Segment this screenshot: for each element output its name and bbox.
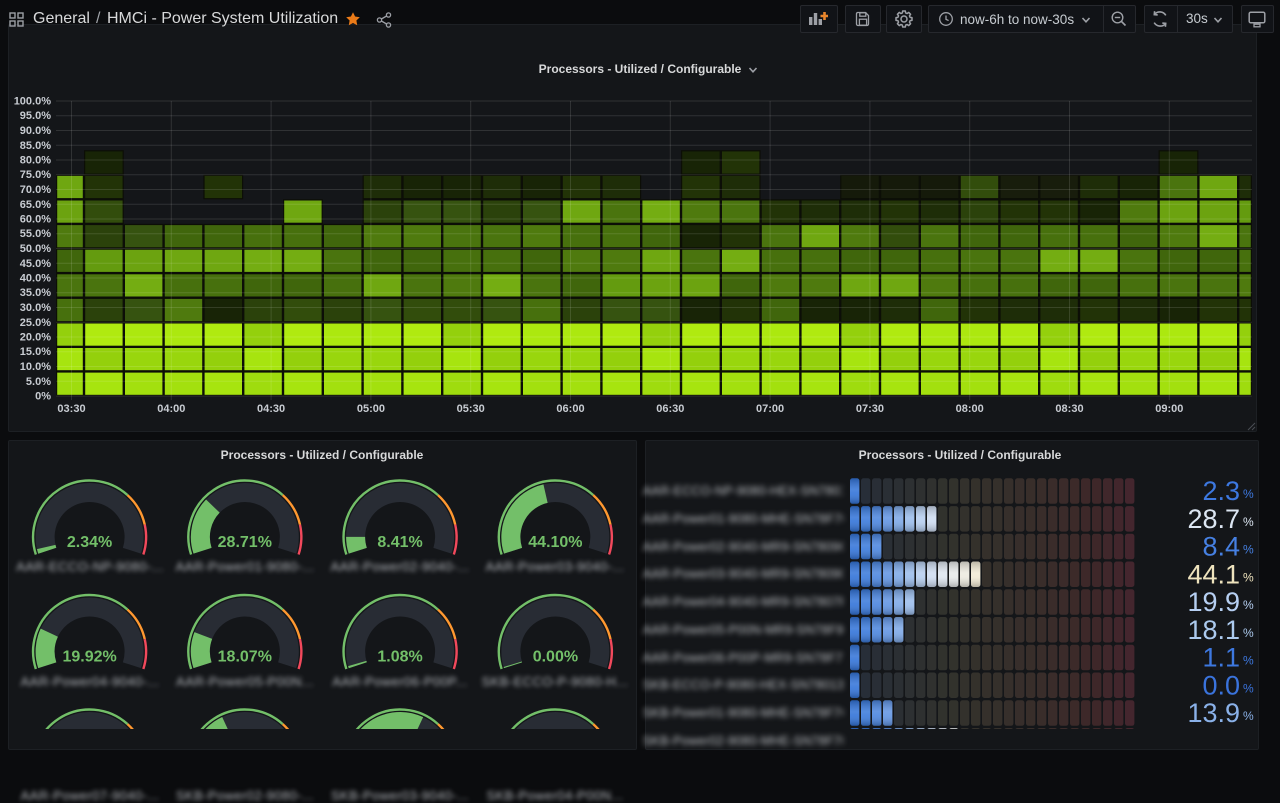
svg-text:38.3: 38.3 bbox=[1187, 726, 1240, 729]
svg-text:85.0%: 85.0% bbox=[20, 140, 51, 152]
svg-text:5.0%: 5.0% bbox=[26, 376, 51, 388]
svg-text:%: % bbox=[1243, 598, 1254, 612]
svg-text:44.1: 44.1 bbox=[1187, 559, 1240, 589]
svg-text:100.0%: 100.0% bbox=[14, 96, 52, 108]
svg-text:04:00: 04:00 bbox=[157, 403, 185, 415]
svg-text:30.0%: 30.0% bbox=[20, 302, 51, 314]
svg-text:80.0%: 80.0% bbox=[20, 155, 51, 167]
svg-text:06:30: 06:30 bbox=[656, 403, 684, 415]
svg-text:%: % bbox=[1243, 515, 1254, 529]
svg-text:25.0%: 25.0% bbox=[20, 317, 51, 329]
svg-text:%: % bbox=[1243, 654, 1254, 668]
svg-text:03:30: 03:30 bbox=[57, 403, 85, 415]
svg-text:40.0%: 40.0% bbox=[20, 273, 51, 285]
svg-text:0%: 0% bbox=[35, 391, 51, 403]
svg-text:19.92%: 19.92% bbox=[62, 649, 116, 666]
svg-text:45.0%: 45.0% bbox=[20, 258, 51, 270]
svg-text:%: % bbox=[1243, 709, 1254, 723]
svg-text:95.0%: 95.0% bbox=[20, 110, 51, 122]
svg-text:07:00: 07:00 bbox=[756, 403, 784, 415]
svg-text:%: % bbox=[1243, 626, 1254, 640]
svg-text:1.1: 1.1 bbox=[1202, 643, 1240, 673]
svg-text:%: % bbox=[1243, 681, 1254, 695]
svg-text:2.3: 2.3 bbox=[1202, 476, 1240, 506]
svg-text:%: % bbox=[1243, 487, 1254, 501]
svg-text:70.0%: 70.0% bbox=[20, 184, 51, 196]
svg-text:10.0%: 10.0% bbox=[20, 361, 51, 373]
svg-text:18.07%: 18.07% bbox=[218, 649, 272, 666]
svg-text:04:30: 04:30 bbox=[257, 403, 285, 415]
svg-text:35.0%: 35.0% bbox=[20, 287, 51, 299]
svg-text:05:30: 05:30 bbox=[457, 403, 485, 415]
svg-text:19.9: 19.9 bbox=[1187, 587, 1240, 617]
svg-text:13.9: 13.9 bbox=[1187, 698, 1240, 728]
svg-text:2.34%: 2.34% bbox=[67, 534, 112, 551]
svg-text:90.0%: 90.0% bbox=[20, 125, 51, 137]
svg-text:28.7: 28.7 bbox=[1187, 504, 1240, 534]
svg-text:15.0%: 15.0% bbox=[20, 346, 51, 358]
svg-text:08:00: 08:00 bbox=[956, 403, 984, 415]
svg-text:%: % bbox=[1243, 543, 1254, 557]
svg-text:0.00%: 0.00% bbox=[533, 649, 578, 666]
svg-text:8.41%: 8.41% bbox=[377, 534, 422, 551]
svg-text:65.0%: 65.0% bbox=[20, 199, 51, 211]
svg-text:44.10%: 44.10% bbox=[528, 534, 582, 551]
svg-text:08:30: 08:30 bbox=[1055, 403, 1083, 415]
svg-text:09:00: 09:00 bbox=[1155, 403, 1183, 415]
svg-text:20.0%: 20.0% bbox=[20, 332, 51, 344]
svg-text:06:00: 06:00 bbox=[556, 403, 584, 415]
svg-text:%: % bbox=[1243, 570, 1254, 584]
svg-text:75.0%: 75.0% bbox=[20, 169, 51, 181]
svg-text:05:00: 05:00 bbox=[357, 403, 385, 415]
svg-text:50.0%: 50.0% bbox=[20, 243, 51, 255]
svg-text:18.1: 18.1 bbox=[1187, 615, 1240, 645]
svg-text:8.4: 8.4 bbox=[1202, 532, 1240, 562]
svg-text:55.0%: 55.0% bbox=[20, 228, 51, 240]
svg-text:60.0%: 60.0% bbox=[20, 214, 51, 226]
svg-text:07:30: 07:30 bbox=[856, 403, 884, 415]
svg-text:0.0: 0.0 bbox=[1202, 670, 1240, 700]
svg-text:28.71%: 28.71% bbox=[218, 534, 272, 551]
svg-text:1.08%: 1.08% bbox=[377, 649, 422, 666]
